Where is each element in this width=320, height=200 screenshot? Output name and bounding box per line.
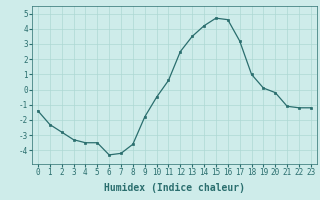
X-axis label: Humidex (Indice chaleur): Humidex (Indice chaleur) bbox=[104, 183, 245, 193]
